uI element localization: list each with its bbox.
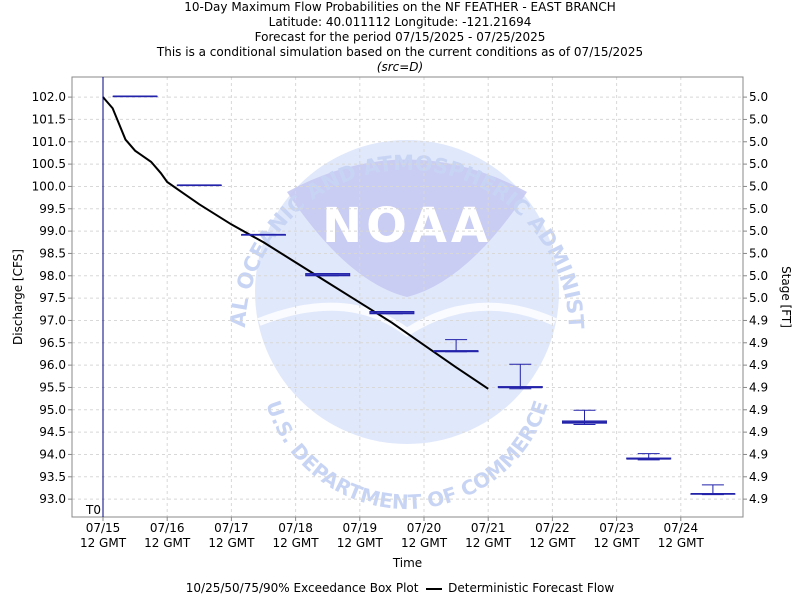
x-tick-label-date: 07/17 (214, 521, 249, 535)
y-tick-label: 99.0 (39, 224, 66, 238)
y-tick-label: 97.5 (39, 291, 66, 305)
chart-source-label: (src=D) (376, 60, 424, 74)
watermark-gull (287, 159, 527, 297)
y2-tick-label: 4.9 (749, 358, 768, 372)
chart-labels: 93.0 4.9 93.5 4.9 94.0 4.9 94.5 4.9 95.0 4.9 95.5 4… (11, 90, 793, 570)
x-tick-label-time: 12 GMT (658, 536, 705, 550)
y-tick-label: 100.0 (32, 179, 66, 193)
x-tick-label-time: 12 GMT (208, 536, 255, 550)
y2-tick-label: 4.9 (749, 470, 768, 484)
chart-period: Forecast for the period 07/15/2025 - 07/… (254, 30, 546, 44)
chart-location: Latitude: 40.011112 Longitude: -121.2169… (268, 15, 532, 29)
box-plot (497, 363, 543, 390)
y2-tick-label: 5.0 (749, 224, 768, 238)
y2-tick-label: 5.0 (749, 157, 768, 171)
y-tick-label: 93.5 (39, 470, 66, 484)
x-tick-label-date: 07/19 (343, 521, 378, 535)
x-tick-label-date: 07/22 (535, 521, 570, 535)
y-tick-label: 95.0 (39, 403, 66, 417)
deterministic-forecast-line (102, 96, 489, 390)
box-plot (176, 184, 222, 187)
x-tick-label-time: 12 GMT (273, 536, 320, 550)
x-tick-label-date: 07/23 (599, 521, 634, 535)
y-tick-label: 100.5 (32, 157, 66, 171)
y2-tick-label: 4.9 (749, 492, 768, 506)
box-plot (112, 95, 158, 98)
y2-tick-label: 4.9 (749, 403, 768, 417)
x-tick-label-date: 07/18 (278, 521, 313, 535)
chart-title-block: 10-Day Maximum Flow Probabilities on the… (0, 0, 800, 75)
chart-grid (72, 77, 743, 517)
box-plot (626, 453, 672, 461)
x-tick-label-time: 12 GMT (80, 536, 127, 550)
t0-label: T0 (85, 503, 101, 517)
y-tick-label: 102.0 (32, 90, 66, 104)
y2-tick-label: 5.0 (749, 112, 768, 126)
deterministic-layer (102, 96, 489, 390)
y-tick-label: 98.0 (39, 269, 66, 283)
chart-title: 10-Day Maximum Flow Probabilities on the… (184, 0, 616, 14)
y2-tick-label: 4.9 (749, 313, 768, 327)
x-tick-label-time: 12 GMT (144, 536, 191, 550)
chart-axes (68, 76, 747, 521)
y-tick-label: 94.0 (39, 447, 66, 461)
y-tick-label: 94.5 (39, 425, 66, 439)
y2-axis-label: Stage [FT] (779, 266, 793, 328)
chart-legend: 10/25/50/75/90% Exceedance Box Plot Dete… (0, 580, 800, 596)
x-axis-label: Time (392, 556, 422, 570)
legend-box-label: 10/25/50/75/90% Exceedance Box Plot (185, 581, 419, 595)
box-plot (241, 233, 286, 236)
x-tick-label-time: 12 GMT (401, 536, 448, 550)
legend-line-label: Deterministic Forecast Flow (448, 581, 615, 595)
x-tick-label-time: 12 GMT (337, 536, 384, 550)
x-tick-label-date: 07/21 (471, 521, 506, 535)
x-tick-label-date: 07/16 (150, 521, 185, 535)
x-tick-label-time: 12 GMT (594, 536, 641, 550)
y2-tick-label: 5.0 (749, 135, 768, 149)
y-axis-label: Discharge [CFS] (11, 249, 25, 345)
box-plot (690, 484, 736, 496)
y-tick-label: 97.0 (39, 313, 66, 327)
x-tick-label-date: 07/15 (86, 521, 121, 535)
y2-tick-label: 5.0 (749, 291, 768, 305)
y2-tick-label: 5.0 (749, 202, 768, 216)
y2-tick-label: 4.9 (749, 336, 768, 350)
box-plot (433, 339, 479, 353)
y-tick-label: 101.0 (32, 135, 66, 149)
y2-tick-label: 4.9 (749, 380, 768, 394)
chart-svg: NOAANATIONAL OCEANIC AND ATMOSPHERIC ADM… (0, 0, 793, 570)
y2-tick-label: 5.0 (749, 90, 768, 104)
y2-tick-label: 5.0 (749, 246, 768, 260)
y2-tick-label: 4.9 (749, 447, 768, 461)
y-tick-label: 101.5 (32, 112, 66, 126)
watermark-word: NOAA (322, 198, 492, 254)
box-plot (562, 409, 607, 426)
y-tick-label: 99.5 (39, 202, 66, 216)
plot-frame (71, 76, 744, 518)
x-tick-label-date: 07/20 (407, 521, 442, 535)
y2-tick-label: 5.0 (749, 269, 768, 283)
x-tick-label-time: 12 GMT (529, 536, 576, 550)
y-tick-label: 96.5 (39, 336, 66, 350)
legend-line-swatch (426, 587, 443, 590)
x-tick-label-time: 12 GMT (465, 536, 512, 550)
chart-condition-note: This is a conditional simulation based o… (156, 45, 644, 59)
y-tick-label: 98.5 (39, 246, 66, 260)
x-tick-label-date: 07/24 (664, 521, 699, 535)
box-plot-layer (112, 95, 736, 496)
box-plot (305, 273, 351, 277)
y-tick-label: 93.0 (39, 492, 66, 506)
y2-tick-label: 5.0 (749, 179, 768, 193)
y2-tick-label: 4.9 (749, 425, 768, 439)
box-plot (369, 311, 415, 315)
y-tick-label: 96.0 (39, 358, 66, 372)
y-tick-label: 95.5 (39, 380, 66, 394)
